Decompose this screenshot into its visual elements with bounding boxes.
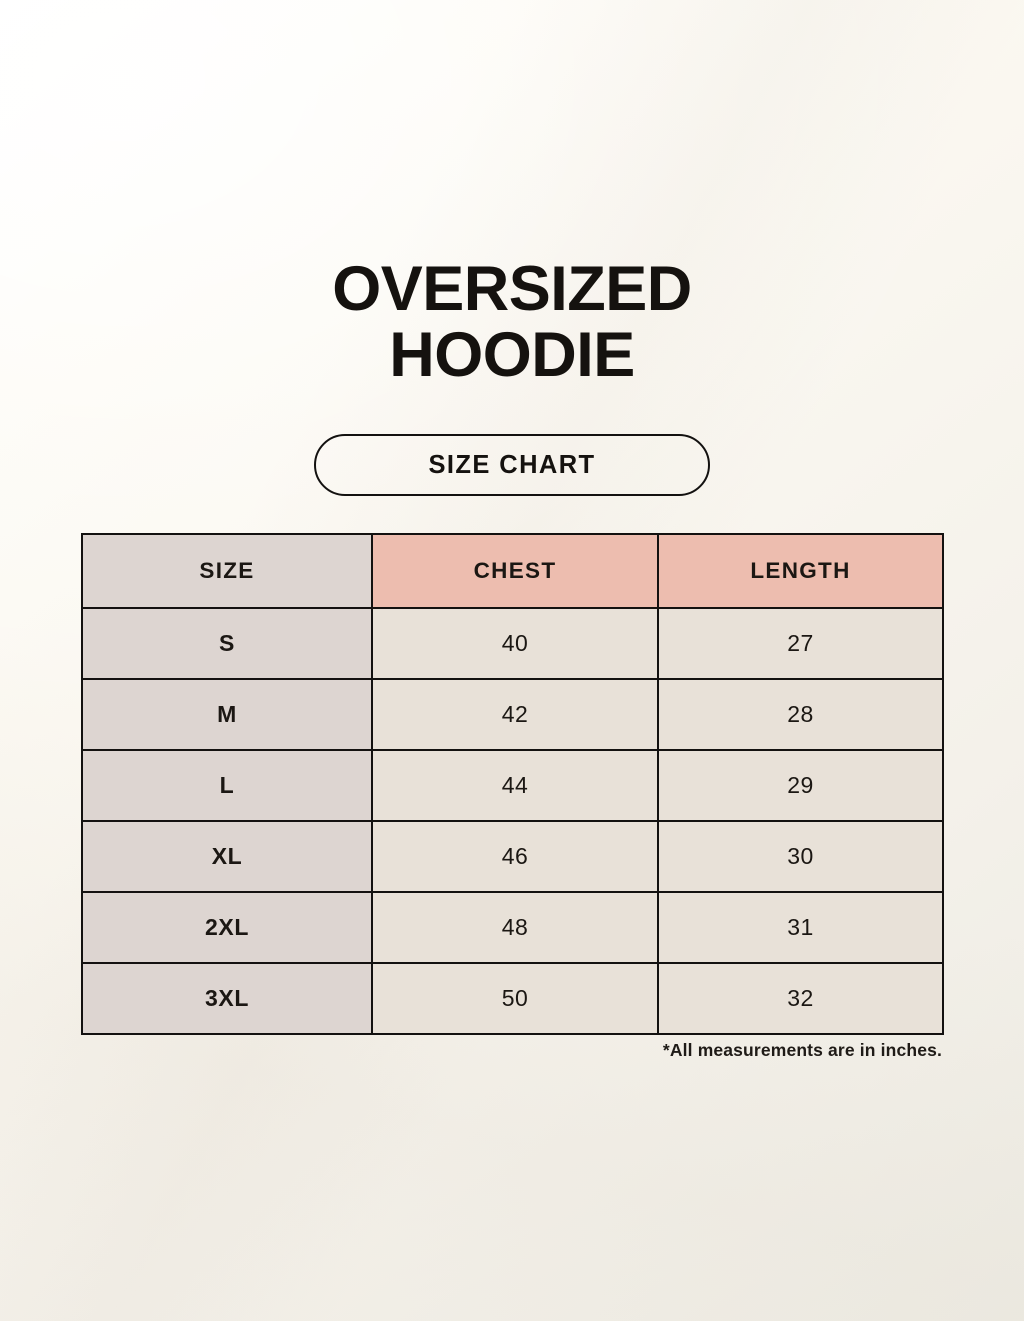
- table-row: S 40 27: [81, 607, 944, 680]
- cell-chest: 40: [371, 607, 659, 680]
- cell-length: 27: [657, 607, 944, 680]
- cell-size: L: [81, 749, 373, 822]
- table-header-row: SIZE CHEST LENGTH: [81, 533, 944, 609]
- cell-chest: 42: [371, 678, 659, 751]
- size-table-body: S 40 27 M 42 28 L 44 29 XL 46 30: [81, 607, 944, 1035]
- column-header-chest: CHEST: [371, 533, 659, 609]
- measurement-footnote: *All measurements are in inches.: [662, 1040, 942, 1060]
- cell-length: 28: [657, 678, 944, 751]
- cell-chest: 44: [371, 749, 659, 822]
- cell-size: S: [81, 607, 373, 680]
- cell-size: 2XL: [81, 891, 373, 964]
- cell-size: M: [81, 678, 373, 751]
- size-table: SIZE CHEST LENGTH S 40 27 M 42 28 L: [81, 533, 944, 1035]
- page-title: OVERSIZED HOODIE: [0, 256, 1024, 388]
- badge-container: SIZE CHART: [0, 434, 1024, 496]
- size-chart-badge: SIZE CHART: [314, 434, 710, 496]
- table-row: 3XL 50 32: [81, 962, 944, 1035]
- page-title-line-1: OVERSIZED: [332, 254, 692, 324]
- column-header-size: SIZE: [81, 533, 373, 609]
- table-row: XL 46 30: [81, 820, 944, 893]
- cell-chest: 50: [371, 962, 659, 1035]
- column-header-length: LENGTH: [657, 533, 944, 609]
- table-row: M 42 28: [81, 678, 944, 751]
- cell-size: XL: [81, 820, 373, 893]
- cell-length: 32: [657, 962, 944, 1035]
- table-row: L 44 29: [81, 749, 944, 822]
- table-row: 2XL 48 31: [81, 891, 944, 964]
- size-table-head: SIZE CHEST LENGTH: [81, 533, 944, 609]
- cell-length: 29: [657, 749, 944, 822]
- cell-chest: 46: [371, 820, 659, 893]
- cell-size: 3XL: [81, 962, 373, 1035]
- cell-length: 31: [657, 891, 944, 964]
- page-title-line-2: HOODIE: [389, 320, 635, 390]
- cell-length: 30: [657, 820, 944, 893]
- cell-chest: 48: [371, 891, 659, 964]
- size-table-container: SIZE CHEST LENGTH S 40 27 M 42 28 L: [81, 533, 944, 1035]
